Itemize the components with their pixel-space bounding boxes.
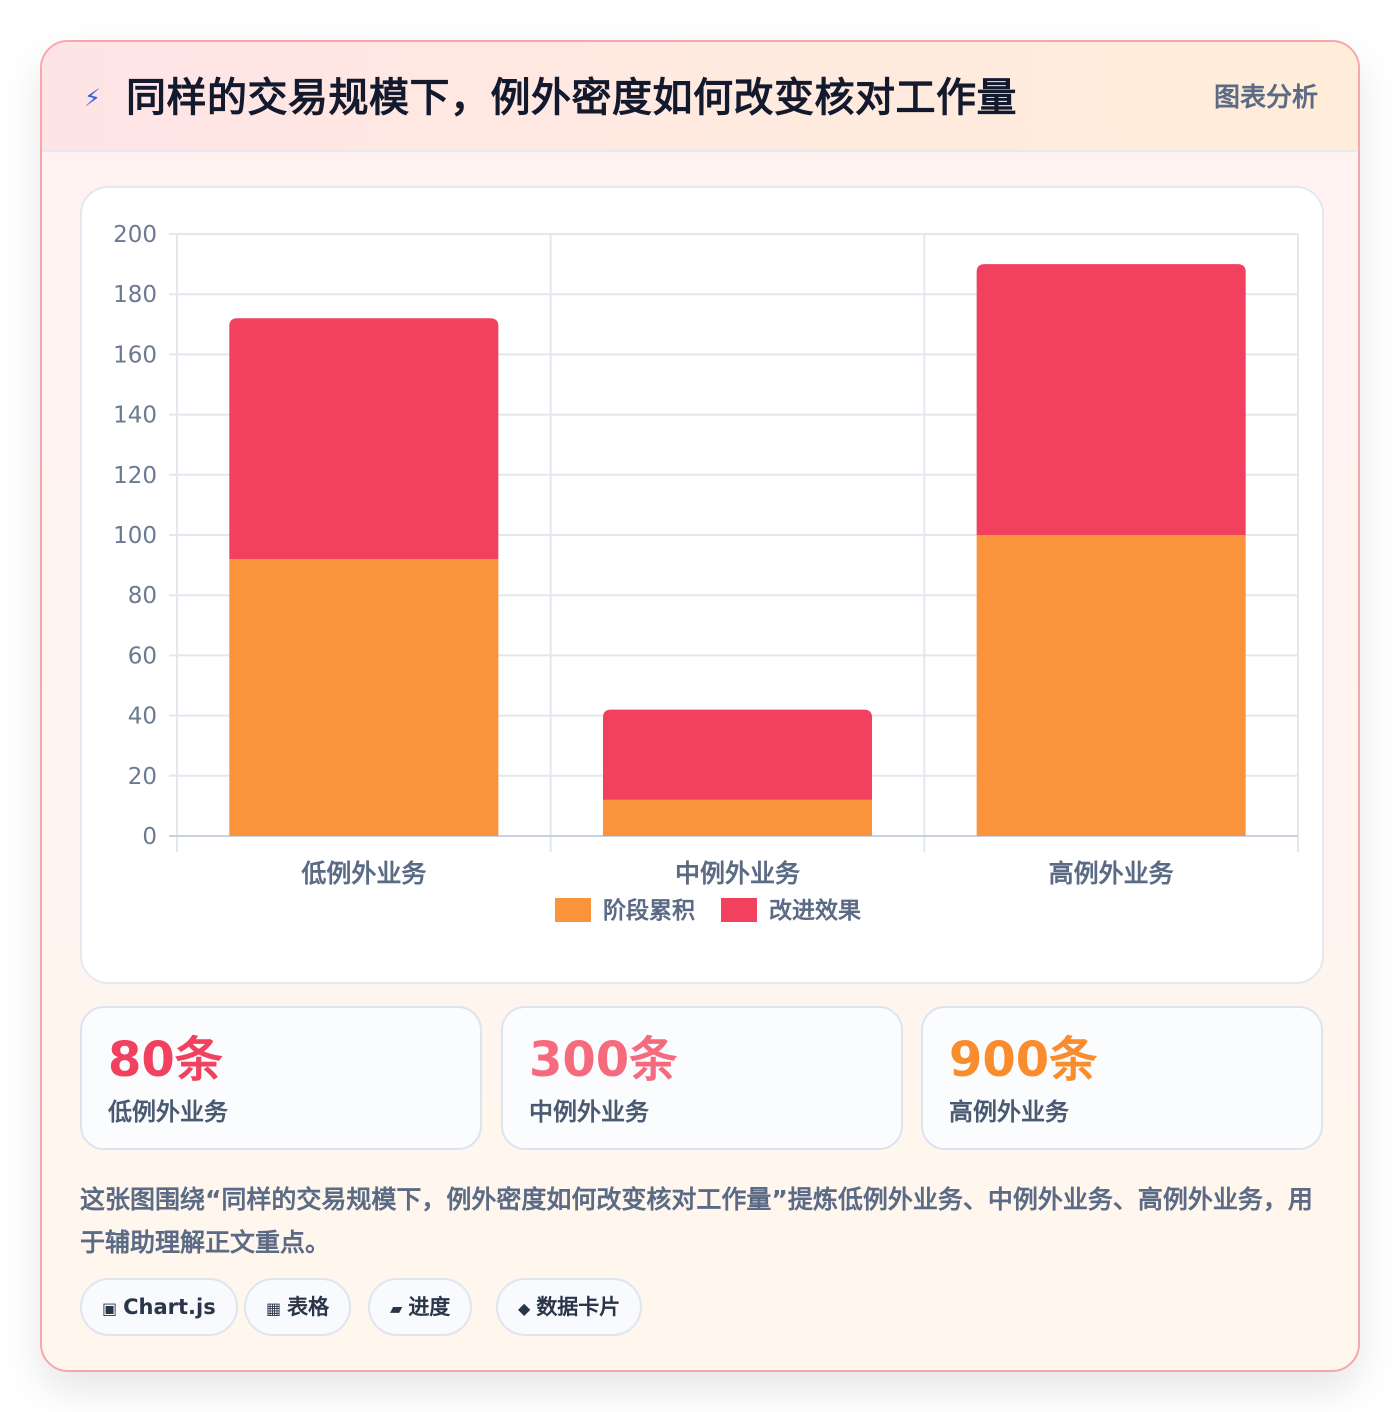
chart-icon: ▣ — [102, 1299, 118, 1318]
stat-card-medium: 300条 中例外业务 — [501, 1006, 903, 1150]
y-tick-label: 0 — [142, 824, 157, 850]
bar-segment-improvement — [229, 318, 499, 560]
y-tick-label: 160 — [113, 342, 157, 368]
stat-value-low: 80条 — [108, 1032, 223, 1088]
y-tick-label: 40 — [128, 704, 157, 730]
data-card-icon: ◆ — [518, 1299, 531, 1318]
chart-analysis-tag: 图表分析 — [1213, 83, 1318, 113]
progress-icon: ▰ — [390, 1299, 403, 1318]
chip-table[interactable]: ▦ 表格 — [244, 1278, 352, 1336]
chip-label: 进度 — [408, 1295, 451, 1319]
stacked-bar-chart: 0 20 40 60 80 100 120 140 160 180 200 低例外业务 中例外业务 高例外… — [113, 222, 1299, 924]
y-tick-label: 100 — [113, 523, 157, 549]
chip-chartjs[interactable]: ▣ Chart.js — [80, 1278, 238, 1336]
chip-label: 表格 — [287, 1295, 330, 1319]
chip-label: Chart.js — [123, 1295, 216, 1319]
card-header: ⚡ 同样的交易规模下，例外密度如何改变核对工作量 图表分析 — [42, 42, 1358, 152]
y-tick-label: 120 — [113, 463, 157, 489]
bar-segment-improvement — [976, 264, 1246, 535]
stat-card-low: 80条 低例外业务 — [80, 1006, 482, 1150]
bar-segment-cumulative — [976, 535, 1246, 836]
stat-card-high: 900条 高例外业务 — [921, 1006, 1323, 1150]
chip-data-card[interactable]: ◆ 数据卡片 — [496, 1278, 643, 1336]
x-tick-label: 中例外业务 — [675, 859, 800, 888]
y-tick-label: 60 — [128, 643, 157, 669]
legend-label: 改进效果 — [769, 897, 861, 924]
y-tick-label: 80 — [128, 583, 157, 609]
bar-segment-cumulative — [602, 799, 873, 836]
table-icon: ▦ — [266, 1299, 282, 1318]
chip-label: 数据卡片 — [536, 1295, 621, 1319]
legend-label: 阶段累积 — [603, 897, 695, 924]
x-tick-label: 低例外业务 — [300, 859, 426, 888]
stat-label-medium: 中例外业务 — [529, 1098, 649, 1126]
chart-summary: 这张图围绕“同样的交易规模下，例外密度如何改变核对工作量”提炼低例外业务、中例外… — [80, 1185, 1313, 1257]
bar-segment-cumulative — [229, 559, 499, 836]
y-tick-label: 20 — [128, 764, 157, 790]
y-tick-label: 180 — [113, 282, 157, 308]
legend-swatch — [721, 898, 757, 922]
page-title: 同样的交易规模下，例外密度如何改变核对工作量 — [126, 75, 1017, 121]
stat-value-medium: 300条 — [529, 1032, 678, 1088]
lightning-icon: ⚡ — [84, 84, 101, 112]
bar-segment-improvement — [602, 709, 873, 800]
stat-label-high: 高例外业务 — [949, 1098, 1069, 1126]
y-tick-label: 140 — [113, 403, 157, 429]
stat-value-high: 900条 — [949, 1032, 1098, 1088]
legend-swatch — [555, 898, 591, 922]
chip-progress[interactable]: ▰ 进度 — [368, 1278, 473, 1336]
y-tick-label: 200 — [113, 222, 157, 248]
stat-label-low: 低例外业务 — [108, 1098, 228, 1126]
chart-panel: 0 20 40 60 80 100 120 140 160 180 200 低例外业务 中例外业务 高例外… — [80, 186, 1324, 984]
chart-card: ⚡ 同样的交易规模下，例外密度如何改变核对工作量 图表分析 0 20 40 60 80 1… — [40, 40, 1360, 1372]
x-tick-label: 高例外业务 — [1049, 859, 1174, 888]
